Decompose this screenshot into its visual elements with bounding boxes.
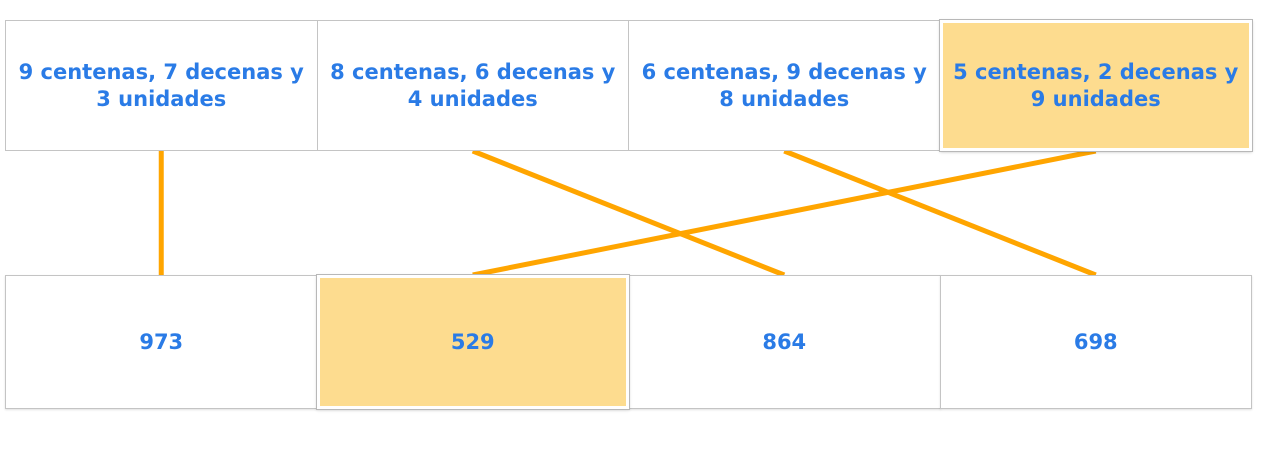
bottom-row: 973 529 864 698 [5, 275, 1255, 409]
top-card-4[interactable]: 5 centenas, 2 decenas y 9 unidades [939, 20, 1252, 151]
top-card-2-label: 8 centenas, 6 decenas y 4 unidades [330, 59, 616, 111]
top-card-1-label: 9 centenas, 7 decenas y 3 unidades [18, 59, 304, 111]
top-row: 9 centenas, 7 decenas y 3 unidades 8 cen… [5, 20, 1255, 151]
connector-line-2 [471, 148, 786, 278]
top-card-1[interactable]: 9 centenas, 7 decenas y 3 unidades [5, 20, 318, 151]
connector-line-3 [783, 148, 1097, 278]
bottom-card-1-label: 973 [139, 329, 184, 354]
top-card-3-label: 6 centenas, 9 decenas y 8 unidades [641, 59, 927, 111]
bottom-card-3[interactable]: 864 [628, 275, 941, 409]
top-card-3[interactable]: 6 centenas, 9 decenas y 8 unidades [628, 20, 941, 151]
bottom-card-4[interactable]: 698 [939, 275, 1252, 409]
top-card-4-label: 5 centenas, 2 decenas y 9 unidades [953, 59, 1239, 111]
bottom-card-2-label: 529 [450, 329, 495, 354]
bottom-card-1[interactable]: 973 [5, 275, 318, 409]
bottom-card-2[interactable]: 529 [316, 275, 629, 409]
connector-line-4 [472, 148, 1097, 278]
bottom-card-3-label: 864 [762, 329, 807, 354]
bottom-card-4-label: 698 [1073, 329, 1118, 354]
top-card-2[interactable]: 8 centenas, 6 decenas y 4 unidades [316, 20, 629, 151]
